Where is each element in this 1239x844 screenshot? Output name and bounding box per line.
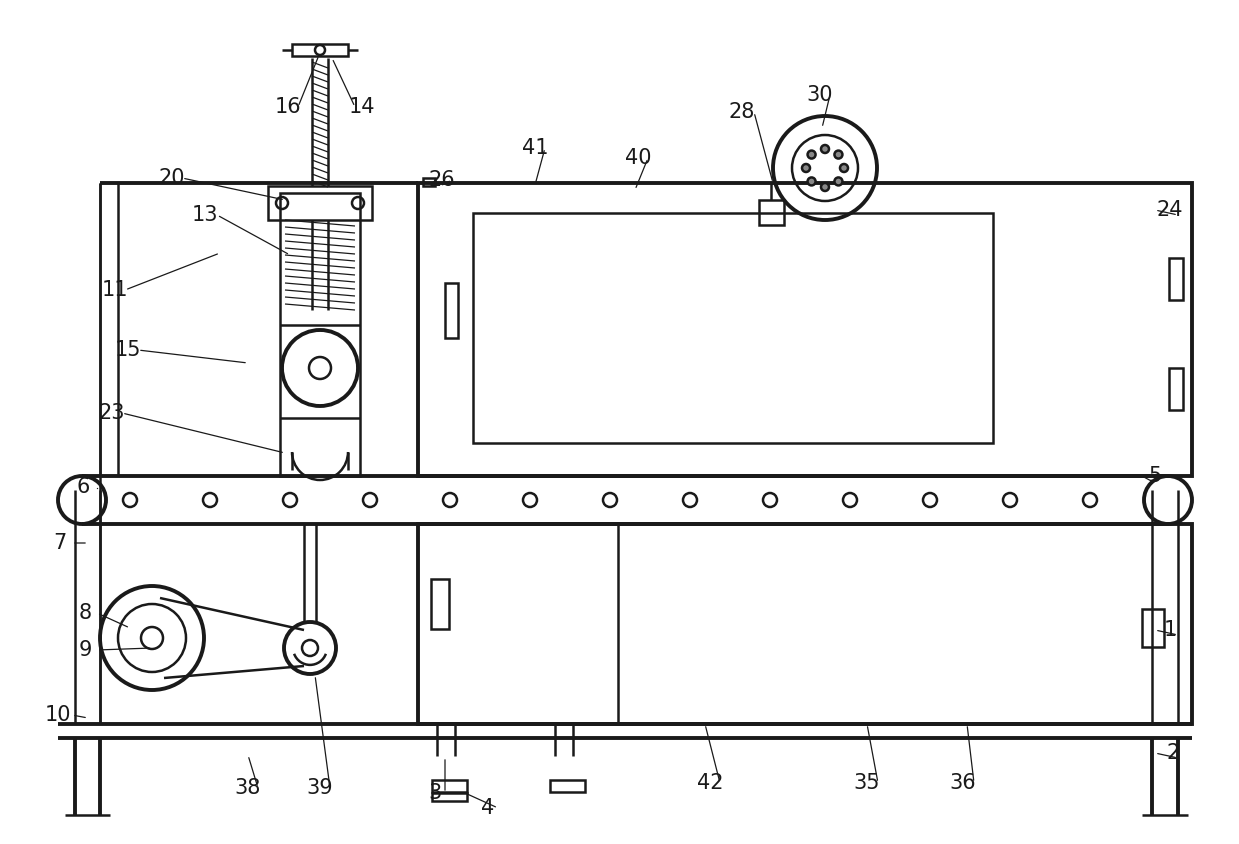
Text: 23: 23: [99, 403, 125, 423]
Circle shape: [821, 183, 829, 191]
Text: 5: 5: [1149, 466, 1162, 486]
Circle shape: [840, 164, 847, 172]
Bar: [280, 193, 361, 476]
Text: 1: 1: [1163, 620, 1177, 640]
Text: 42: 42: [696, 773, 724, 793]
Text: 9: 9: [78, 640, 92, 660]
Text: 30: 30: [807, 85, 834, 105]
Text: 26: 26: [429, 170, 455, 190]
Bar: [432, 780, 467, 792]
Bar: [445, 283, 458, 338]
Text: 3: 3: [429, 783, 441, 803]
Bar: [432, 793, 467, 801]
Text: 39: 39: [307, 778, 333, 798]
Text: 40: 40: [624, 148, 652, 168]
Bar: [422, 178, 435, 186]
Text: 41: 41: [522, 138, 548, 158]
Bar: [1170, 368, 1183, 410]
Text: 6: 6: [77, 477, 89, 497]
Text: 16: 16: [275, 97, 301, 117]
Text: 38: 38: [235, 778, 261, 798]
Text: 2: 2: [1166, 743, 1180, 763]
Text: 36: 36: [949, 773, 976, 793]
Text: 8: 8: [78, 603, 92, 623]
Text: 11: 11: [102, 280, 129, 300]
Text: 14: 14: [348, 97, 375, 117]
Circle shape: [821, 145, 829, 153]
Circle shape: [834, 177, 843, 186]
Bar: [760, 200, 784, 225]
Text: 13: 13: [192, 205, 218, 225]
Circle shape: [802, 164, 810, 172]
Bar: [473, 213, 992, 443]
Bar: [418, 183, 1192, 476]
Text: 7: 7: [53, 533, 67, 553]
Text: 15: 15: [115, 340, 141, 360]
Text: 10: 10: [45, 705, 72, 725]
Bar: [268, 186, 372, 220]
Bar: [1142, 609, 1163, 647]
Text: 24: 24: [1157, 200, 1183, 220]
Text: 4: 4: [482, 798, 494, 818]
Circle shape: [834, 150, 843, 159]
Text: 35: 35: [854, 773, 880, 793]
Circle shape: [808, 177, 815, 186]
Text: 20: 20: [159, 168, 186, 188]
Bar: [418, 524, 1192, 724]
Bar: [550, 780, 585, 792]
Bar: [292, 44, 348, 56]
Bar: [1170, 258, 1183, 300]
Circle shape: [808, 150, 815, 159]
Bar: [431, 579, 449, 629]
Text: 28: 28: [729, 102, 756, 122]
